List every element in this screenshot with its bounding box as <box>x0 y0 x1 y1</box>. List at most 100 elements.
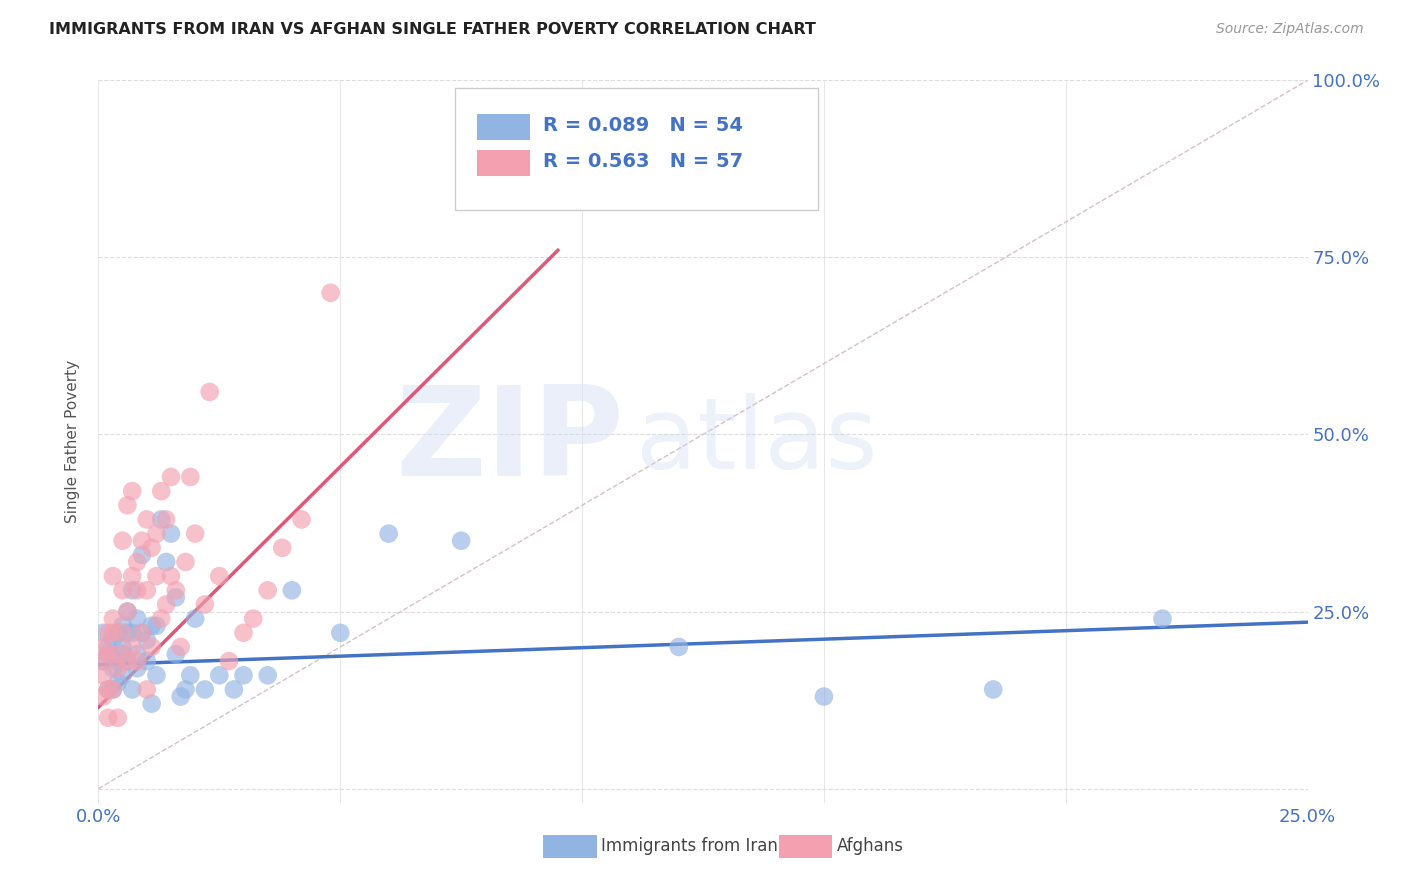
Point <box>281 583 304 598</box>
Point <box>107 711 129 725</box>
Point <box>813 690 835 704</box>
Point <box>1152 612 1174 626</box>
Point <box>107 647 129 661</box>
Point <box>145 526 167 541</box>
Point <box>150 484 173 499</box>
Point <box>117 654 139 668</box>
Point <box>97 625 120 640</box>
Point <box>111 647 134 661</box>
Point <box>107 675 129 690</box>
Point <box>174 682 197 697</box>
Point <box>101 682 124 697</box>
Point <box>121 569 143 583</box>
Point <box>145 569 167 583</box>
Point <box>107 625 129 640</box>
Point <box>160 526 183 541</box>
Text: R = 0.563   N = 57: R = 0.563 N = 57 <box>543 153 744 171</box>
Point <box>107 654 129 668</box>
Point <box>169 640 191 654</box>
Point <box>155 598 177 612</box>
Point <box>91 625 114 640</box>
Point <box>377 526 399 541</box>
Point <box>131 625 153 640</box>
Point <box>121 682 143 697</box>
Point <box>127 612 149 626</box>
FancyBboxPatch shape <box>543 835 596 858</box>
Text: R = 0.089   N = 54: R = 0.089 N = 54 <box>543 116 744 136</box>
Point <box>91 668 114 682</box>
Text: atlas: atlas <box>637 393 879 490</box>
Point <box>97 647 120 661</box>
Point <box>319 285 342 300</box>
Point <box>121 625 143 640</box>
FancyBboxPatch shape <box>456 87 818 211</box>
FancyBboxPatch shape <box>779 835 832 858</box>
Point <box>179 470 201 484</box>
Point <box>97 682 120 697</box>
Point <box>329 625 352 640</box>
Point <box>97 682 120 697</box>
Point <box>184 612 207 626</box>
Point <box>208 668 231 682</box>
Point <box>135 654 157 668</box>
Point <box>127 555 149 569</box>
Point <box>121 583 143 598</box>
Point <box>127 647 149 661</box>
Text: Source: ZipAtlas.com: Source: ZipAtlas.com <box>1216 22 1364 37</box>
Point <box>97 711 120 725</box>
Point <box>208 569 231 583</box>
Point <box>135 512 157 526</box>
Point <box>174 555 197 569</box>
Point <box>117 605 139 619</box>
Point <box>97 640 120 654</box>
Point <box>91 654 114 668</box>
Point <box>290 512 312 526</box>
Point <box>232 668 254 682</box>
Point <box>155 512 177 526</box>
Point <box>117 625 139 640</box>
Point <box>194 682 217 697</box>
Point <box>101 569 124 583</box>
Point <box>232 625 254 640</box>
Point <box>101 632 124 647</box>
Point <box>150 512 173 526</box>
Point <box>121 640 143 654</box>
Point <box>155 555 177 569</box>
Point <box>271 541 294 555</box>
Point <box>91 640 114 654</box>
Text: ZIP: ZIP <box>395 381 624 502</box>
Point <box>127 661 149 675</box>
Point <box>111 583 134 598</box>
Point <box>141 541 163 555</box>
Point <box>97 647 120 661</box>
FancyBboxPatch shape <box>477 150 530 176</box>
FancyBboxPatch shape <box>477 113 530 139</box>
Point <box>668 640 690 654</box>
Point <box>127 583 149 598</box>
Point <box>111 618 134 632</box>
Point <box>145 618 167 632</box>
Point <box>135 682 157 697</box>
Point <box>160 470 183 484</box>
Point <box>169 690 191 704</box>
Point <box>141 697 163 711</box>
Point <box>141 640 163 654</box>
Point <box>131 625 153 640</box>
Y-axis label: Single Father Poverty: Single Father Poverty <box>65 360 80 523</box>
Point <box>101 612 124 626</box>
Point <box>165 647 187 661</box>
Text: Immigrants from Iran: Immigrants from Iran <box>602 838 779 855</box>
Point <box>131 548 153 562</box>
Point <box>117 498 139 512</box>
Point <box>111 625 134 640</box>
Point <box>194 598 217 612</box>
Point <box>101 661 124 675</box>
Point <box>165 591 187 605</box>
Point <box>150 612 173 626</box>
Point <box>91 654 114 668</box>
Point <box>131 533 153 548</box>
Point <box>184 526 207 541</box>
Point <box>165 583 187 598</box>
Point <box>117 605 139 619</box>
Point <box>242 612 264 626</box>
